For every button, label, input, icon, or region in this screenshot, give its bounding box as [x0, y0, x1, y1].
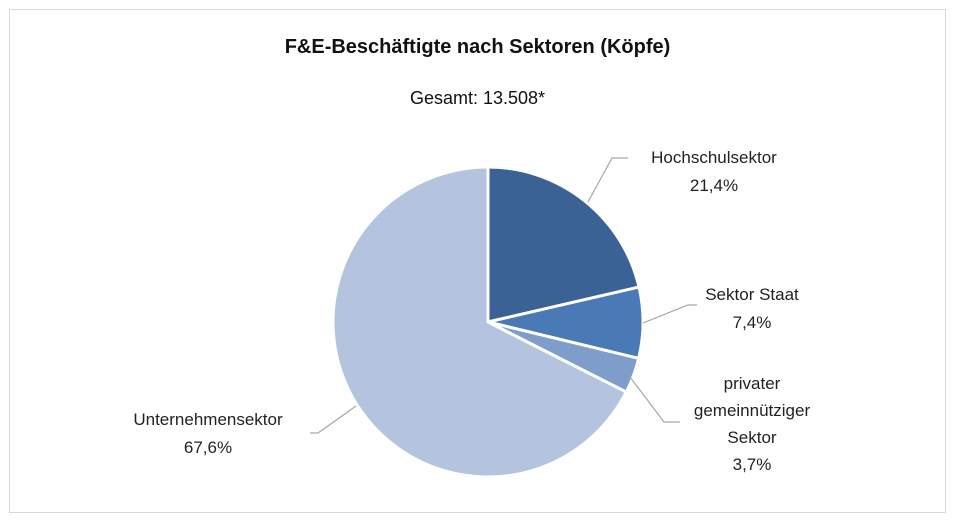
leader-line: [587, 157, 628, 203]
slice-label: Unternehmensektor 67,6%: [133, 406, 283, 462]
value-label: 7,4%: [732, 313, 772, 332]
chart-subtitle: Gesamt: 13.508*: [409, 88, 546, 108]
category-label: Sektor Staat: [705, 285, 799, 304]
leader-line: [629, 376, 680, 423]
pie-slice: [486, 165, 641, 324]
slice-label: Sektor Staat 7,4%: [677, 281, 827, 337]
category-label: Hochschulsektor: [651, 148, 777, 167]
category-label: privater gemeinnütziger Sektor: [693, 374, 811, 447]
slice-label: Hochschulsektor 21,4%: [639, 144, 789, 200]
pie: [331, 165, 645, 479]
leader-line: [642, 304, 697, 324]
value-label: 21,4%: [689, 176, 739, 195]
leader-line: [310, 405, 357, 434]
value-label: 67,6%: [183, 438, 233, 457]
leader-lines: [310, 157, 697, 434]
chart-title: F&E-Beschäftigte nach Sektoren (Köpfe): [284, 36, 671, 58]
category-label: Unternehmensektor: [133, 410, 283, 429]
value-label: 3,7%: [732, 455, 772, 474]
slice-label: privater gemeinnütziger Sektor 3,7%: [687, 370, 817, 478]
pie-slice: [331, 165, 628, 479]
